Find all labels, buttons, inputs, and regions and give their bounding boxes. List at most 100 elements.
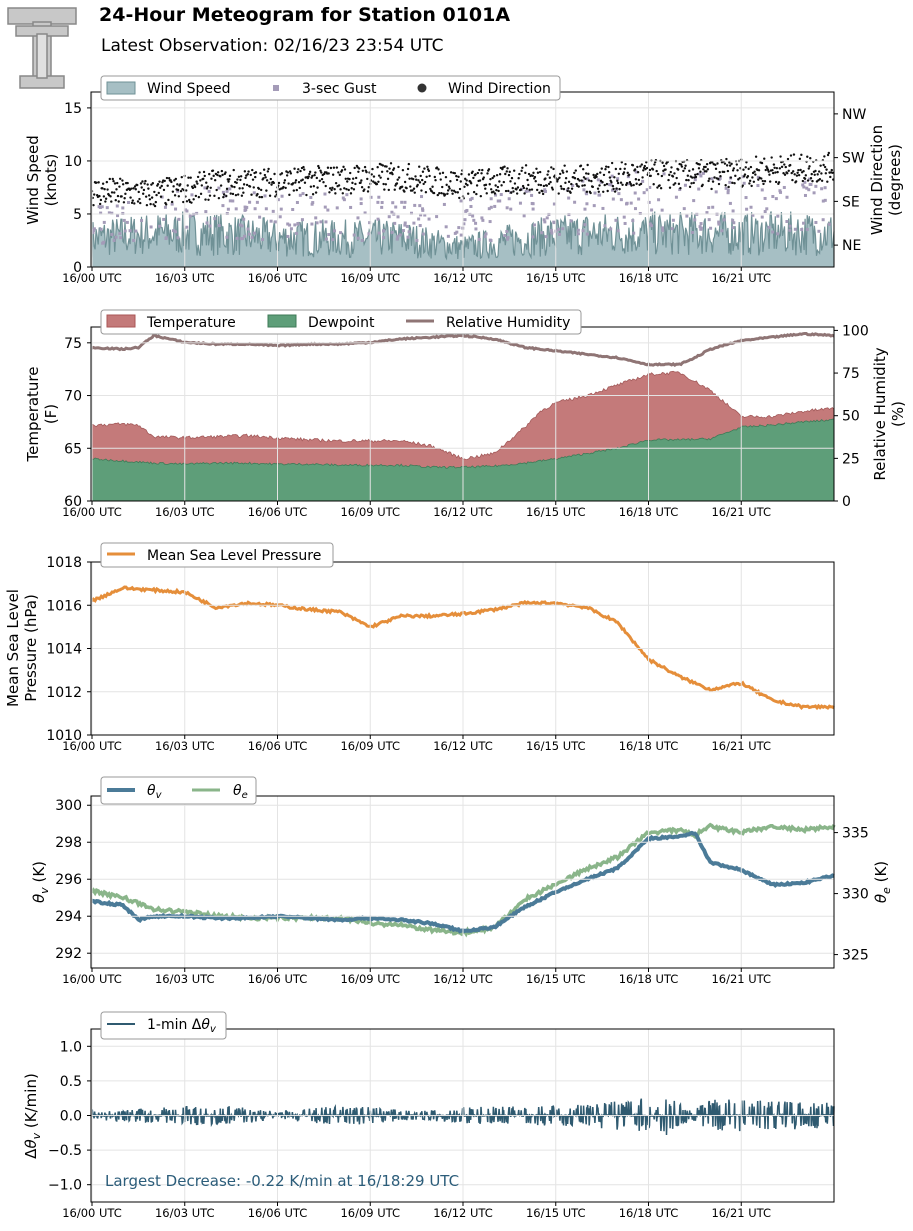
- direction-point: [129, 196, 132, 199]
- direction-point: [349, 171, 352, 175]
- direction-point: [544, 177, 547, 180]
- direction-point: [570, 182, 573, 186]
- direction-point: [478, 179, 482, 182]
- direction-point: [622, 171, 626, 174]
- direction-point: [598, 184, 601, 187]
- direction-point: [236, 193, 240, 196]
- direction-point: [520, 169, 523, 173]
- direction-point: [764, 168, 767, 172]
- direction-point: [407, 162, 411, 166]
- gust-point: [648, 222, 652, 226]
- gust-point: [488, 220, 492, 224]
- direction-point: [633, 168, 637, 171]
- double-t-logo-icon: [7, 7, 77, 89]
- direction-point: [619, 181, 623, 184]
- direction-point: [104, 200, 107, 203]
- direction-point: [195, 180, 198, 183]
- direction-point: [676, 168, 680, 171]
- direction-point: [656, 172, 660, 176]
- direction-point: [277, 181, 281, 185]
- direction-point: [191, 186, 195, 190]
- gust-point: [121, 206, 125, 210]
- direction-point: [537, 183, 540, 186]
- gust-point: [252, 191, 256, 195]
- direction-point: [694, 175, 698, 179]
- direction-point: [727, 185, 730, 189]
- gust-point: [102, 240, 106, 244]
- gust-point: [204, 210, 208, 214]
- direction-point: [315, 176, 319, 180]
- gust-point: [112, 238, 116, 242]
- direction-point: [466, 183, 469, 187]
- direction-point: [387, 188, 390, 192]
- gust-point: [405, 224, 409, 228]
- gust-point: [509, 207, 513, 211]
- gust-point: [699, 226, 703, 230]
- direction-point: [814, 169, 817, 173]
- direction-point: [136, 200, 140, 203]
- direction-point: [239, 178, 242, 182]
- gust-point: [352, 233, 356, 237]
- pressure-xtick-label: 16/21 UTC: [711, 739, 771, 753]
- direction-point: [313, 173, 316, 177]
- direction-point: [370, 173, 373, 176]
- gust-point: [711, 205, 715, 209]
- gust-point: [323, 192, 327, 196]
- direction-point: [400, 185, 404, 188]
- direction-point: [614, 167, 618, 171]
- direction-point: [451, 192, 454, 195]
- direction-point: [423, 167, 426, 170]
- direction-point: [293, 167, 296, 170]
- direction-point: [305, 193, 308, 197]
- direction-point: [772, 163, 776, 166]
- direction-point: [809, 177, 813, 180]
- gust-point: [123, 229, 127, 233]
- pressure-xtick-label: 16/12 UTC: [433, 739, 493, 753]
- direction-point: [260, 195, 264, 199]
- direction-point: [326, 166, 330, 169]
- direction-point: [636, 165, 639, 169]
- direction-point: [750, 184, 753, 188]
- direction-point: [768, 173, 771, 176]
- direction-point: [329, 166, 333, 170]
- theta-xtick-label: 16/03 UTC: [155, 972, 215, 986]
- gust-point: [421, 208, 425, 212]
- gust-point: [808, 182, 812, 186]
- direction-point: [688, 169, 691, 173]
- direction-point: [441, 171, 445, 175]
- wind-legend-label-direction: Wind Direction: [448, 81, 551, 97]
- pressure-ytick-label: 1012: [46, 685, 82, 701]
- direction-point: [580, 179, 583, 182]
- wind-ytick-label: 10: [64, 154, 82, 170]
- direction-point: [760, 177, 763, 180]
- direction-point: [134, 188, 137, 191]
- direction-point: [822, 163, 825, 167]
- direction-point: [824, 172, 828, 175]
- direction-point: [446, 192, 449, 195]
- direction-point: [736, 169, 739, 172]
- direction-point: [308, 170, 312, 174]
- gust-point: [396, 235, 400, 239]
- gust-point: [339, 231, 343, 235]
- gust-point: [345, 193, 349, 197]
- gust-point: [280, 194, 284, 198]
- temperature-xtick-label: 16/15 UTC: [526, 505, 586, 519]
- direction-point: [382, 182, 385, 186]
- direction-point: [444, 175, 448, 179]
- gust-point: [543, 220, 547, 224]
- direction-point: [525, 187, 529, 190]
- direction-point: [472, 190, 476, 194]
- direction-point: [801, 179, 805, 183]
- direction-point: [354, 176, 358, 180]
- direction-point: [539, 183, 543, 187]
- direction-point: [297, 181, 301, 184]
- gust-point: [185, 209, 189, 213]
- wind-y2tick-label: NE: [842, 238, 861, 254]
- gust-point: [207, 189, 211, 193]
- direction-point: [252, 186, 255, 189]
- direction-point: [642, 169, 645, 172]
- gust-point: [657, 198, 661, 202]
- direction-point: [675, 176, 678, 180]
- direction-point: [346, 180, 349, 183]
- gust-point: [176, 189, 180, 193]
